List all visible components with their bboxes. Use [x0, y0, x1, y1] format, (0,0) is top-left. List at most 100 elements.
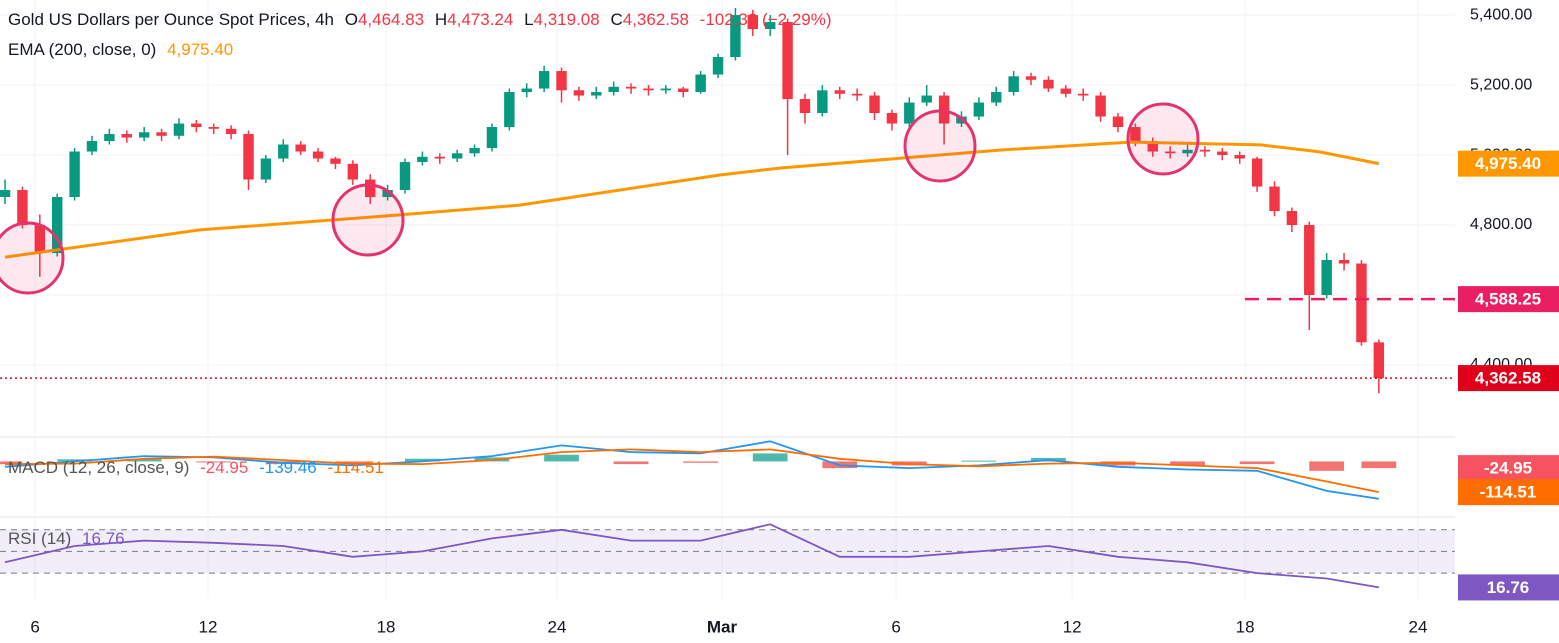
price-badge: 4,362.58	[1475, 369, 1541, 388]
macd-histogram-bar	[57, 459, 92, 462]
macd-badge-bg	[1458, 455, 1559, 482]
macd-legend: MACD (12, 26, close, 9) -24.95 -139.46 -…	[8, 458, 390, 478]
candle-body	[295, 144, 306, 152]
candle-body	[1147, 141, 1158, 152]
candle-body	[538, 71, 550, 89]
candle-body	[1095, 95, 1106, 117]
ema-value: 4,975.40	[167, 40, 234, 59]
candle-body	[921, 95, 932, 103]
candle-body	[330, 158, 341, 164]
candle-body	[1251, 158, 1263, 187]
price-badge-bg	[1458, 150, 1559, 177]
candle-body	[938, 95, 950, 124]
header: Gold US Dollars per Ounce Spot Prices, 4…	[8, 10, 838, 30]
ema-legend: EMA (200, close, 0) 4,975.40	[8, 40, 239, 60]
candle-body	[660, 88, 672, 91]
change: -102.38 (−2.29%)	[699, 10, 832, 29]
rsi-value: 16.76	[82, 529, 125, 548]
candle-body	[834, 90, 845, 94]
candle-body	[1130, 127, 1141, 142]
ohlc-value: 4,473.24	[447, 10, 514, 29]
candle-body	[730, 15, 741, 58]
macd-histogram-bar	[0, 461, 23, 465]
candle-body	[608, 86, 619, 93]
candle-body	[434, 156, 446, 159]
candle-body	[1217, 151, 1228, 156]
candle-body	[973, 102, 985, 117]
highlight-circle	[1126, 102, 1200, 176]
candle-body	[504, 92, 515, 128]
candle-body	[904, 102, 915, 124]
highlight-circle	[903, 109, 977, 183]
candle-body	[69, 151, 80, 198]
macd-histogram-bar	[613, 461, 649, 465]
price-badge: 4,975.40	[1475, 154, 1541, 173]
ema-name: EMA (200, close, 0)	[8, 40, 157, 59]
candle-body	[1025, 76, 1037, 80]
macd-histogram-bar	[1309, 461, 1345, 471]
ohlc-key: H	[434, 10, 448, 29]
candle-body	[521, 88, 532, 93]
candle-body	[591, 92, 602, 96]
x-tick-label: 12	[199, 617, 218, 636]
candle-body	[1182, 149, 1193, 154]
macd-histogram-bar	[961, 460, 997, 462]
candle-body	[1356, 263, 1367, 343]
macd-signal-value: -114.51	[327, 458, 384, 477]
candle-body	[1234, 155, 1245, 159]
candle-body	[1060, 88, 1072, 94]
macd-line	[4, 440, 1379, 500]
candle-body	[382, 190, 393, 198]
candle-body	[173, 123, 185, 136]
candle-body	[1286, 211, 1298, 226]
candle-body	[156, 132, 167, 136]
macd-histogram-bar	[335, 461, 371, 464]
ohlc-key: L	[524, 10, 534, 29]
candle-body	[573, 90, 585, 96]
ohlc-key: C	[610, 10, 623, 29]
macd-name: MACD (12, 26, close, 9)	[8, 458, 190, 477]
candle-body	[417, 156, 428, 163]
candle-body	[643, 88, 654, 91]
rsi-name: RSI (14)	[8, 529, 72, 548]
candle-body	[869, 95, 880, 114]
macd-histogram-bar	[683, 461, 719, 463]
candle-body	[851, 93, 863, 96]
candle-body	[625, 86, 637, 89]
candle-body	[1338, 260, 1350, 264]
x-tick-label: 12	[1063, 617, 1082, 636]
price-badge-bg	[1458, 286, 1559, 313]
macd-line-value: -139.46	[259, 458, 317, 477]
candle-body	[1304, 225, 1315, 296]
candle-body	[1077, 93, 1089, 96]
candle-body	[51, 197, 63, 254]
candle-body	[1269, 186, 1280, 212]
candle-body	[17, 190, 28, 226]
macd-badge: -114.51	[1480, 483, 1537, 502]
macd-histogram-bar	[544, 454, 579, 462]
candle-body	[121, 134, 132, 138]
candle-body	[764, 22, 776, 30]
candle-body	[695, 74, 706, 93]
candle-body	[1008, 76, 1019, 93]
macd-histogram-bar	[1170, 461, 1205, 466]
y-tick-label: 5,400.00	[1470, 6, 1532, 23]
x-tick-label: 6	[30, 617, 39, 636]
candle-body	[1199, 149, 1211, 152]
candle-body	[1321, 260, 1332, 296]
macd-histogram-bar	[126, 458, 162, 462]
candle-body	[278, 144, 289, 159]
candle-body	[991, 92, 1002, 103]
macd-histogram-bar	[752, 453, 788, 462]
y-tick-label: 4,800.00	[1470, 216, 1532, 233]
signal-line	[4, 448, 1379, 493]
ohlc-value: 4,362.58	[622, 10, 689, 29]
candle-body	[1112, 116, 1124, 128]
candle-body	[347, 163, 359, 180]
x-tick-label: 18	[1236, 617, 1255, 636]
macd-hist-value: -24.95	[200, 458, 249, 477]
ohlc-value: 4,319.08	[533, 10, 600, 29]
candle-body	[191, 123, 202, 128]
